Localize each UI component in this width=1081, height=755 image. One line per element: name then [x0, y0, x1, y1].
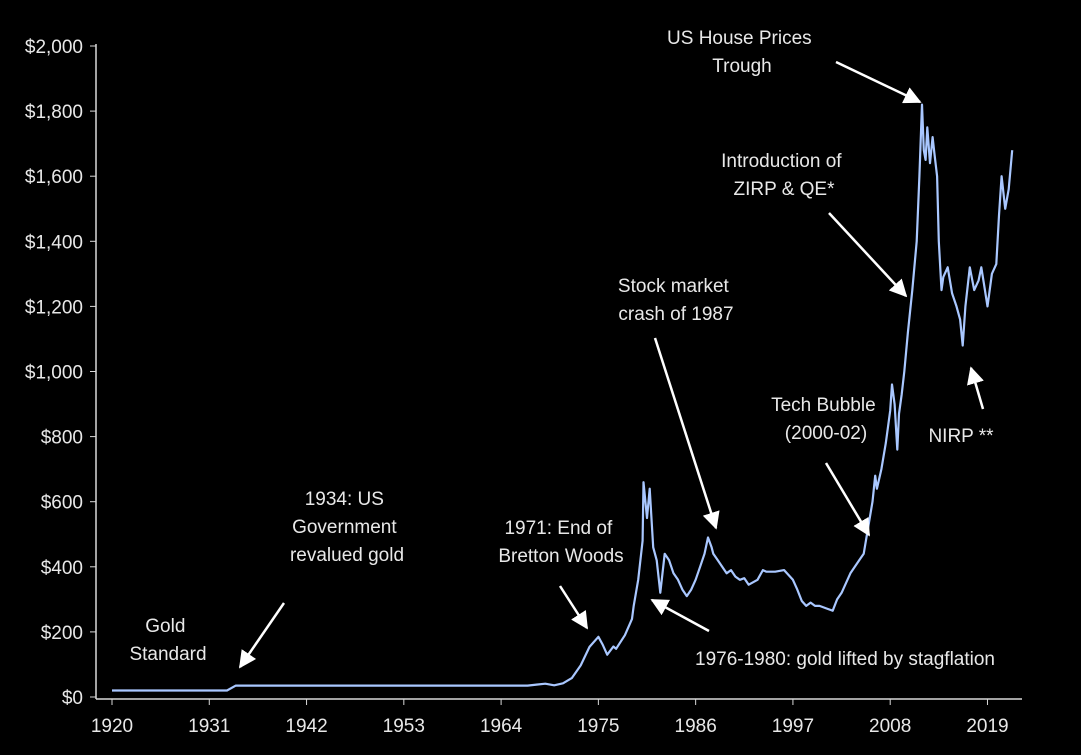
y-tick-label: $1,000: [25, 363, 83, 384]
y-tick-label: $200: [41, 623, 83, 644]
arrow-zirp-qe: [828, 212, 908, 298]
y-tick-label: $400: [41, 558, 83, 579]
y-tick-label: $0: [62, 688, 83, 709]
y-tick-label: $2,000: [25, 37, 83, 58]
x-tick-label: 1942: [285, 716, 327, 737]
annotation-tech-bubble: Tech Bubble (2000-02): [771, 395, 881, 537]
x-tick-label: 1964: [480, 716, 523, 737]
gold-price-line: [112, 103, 1014, 692]
x-tick-label: 1953: [383, 716, 425, 737]
svg-text:1976-1980: gold lifted by stag: 1976-1980: gold lifted by stagflation: [695, 649, 995, 670]
arrow-1971: [558, 585, 589, 630]
arrow-house-prices: [835, 60, 922, 104]
y-tick-label: $600: [41, 493, 83, 514]
svg-text:Gold Standard: Gold Standard: [129, 616, 206, 665]
y-tick-label: $1,600: [25, 167, 83, 188]
annotation-zirp-qe: Introduction of ZIRP & QE*: [721, 151, 908, 298]
axes: [95, 44, 1022, 700]
y-tick-label: $800: [41, 428, 83, 449]
annotation-crash-1987: Stock market crash of 1987: [618, 276, 734, 530]
x-tick-label: 1920: [91, 716, 133, 737]
annotation-bretton-woods: 1971: End of Bretton Woods: [498, 518, 624, 630]
x-ticks: 1920 1931 1942 1953 1964 1975 1986 1997 2008 2019: [91, 699, 1009, 737]
annotation-gold-standard: Gold Standard: [129, 616, 206, 665]
x-tick-label: 1975: [577, 716, 619, 737]
arrow-nirp: [967, 366, 985, 410]
annotation-house-prices: US House Prices Trough: [667, 28, 922, 104]
svg-text:Stock market crash of 19: Stock market crash of 1987: [618, 276, 734, 325]
arrow-1934: [238, 602, 286, 669]
x-tick-label: 1986: [675, 716, 717, 737]
x-tick-label: 2019: [966, 716, 1008, 737]
arrow-tech-bubble: [824, 462, 871, 537]
y-tick-label: $1,400: [25, 232, 83, 253]
y-ticks: $0 $200 $400 $600 $800 $1,000 $1,200 $1,400 $1,6…: [25, 37, 96, 709]
y-tick-label: $1,200: [25, 297, 83, 318]
svg-text:Introduction of ZIRP & Q: Introduction of ZIRP & QE*: [721, 151, 847, 200]
arrow-stagflation: [650, 598, 710, 633]
annotation-1934-revaluation: 1934: US Government revalued gold: [238, 489, 404, 669]
x-tick-label: 1931: [188, 716, 230, 737]
svg-text:1934: US Government: 1934: US Government revalued gold: [290, 489, 404, 566]
arrow-1987: [653, 337, 720, 530]
x-tick-label: 2008: [869, 716, 911, 737]
x-tick-label: 1997: [772, 716, 814, 737]
annotation-stagflation: 1976-1980: gold lifted by stagflation: [650, 598, 995, 670]
svg-text:Tech Bubble (2000-02): Tech Bubble (2000-02): [771, 395, 881, 444]
svg-text:NIRP **: NIRP **: [928, 426, 994, 447]
svg-text:1971: End of Bretton Woo: 1971: End of Bretton Woods: [498, 518, 623, 567]
y-tick-label: $1,800: [25, 102, 83, 123]
annotation-nirp: NIRP **: [928, 366, 994, 447]
svg-text:US House Prices Trough: US House Prices Trough: [667, 28, 817, 77]
